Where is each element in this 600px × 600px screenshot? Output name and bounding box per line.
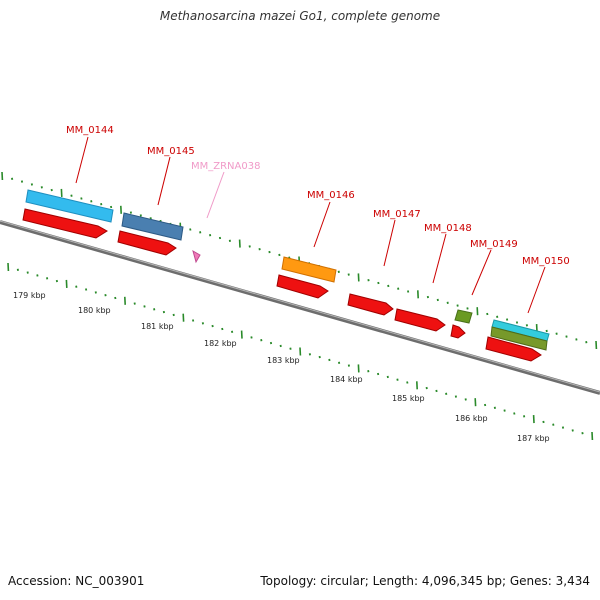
- callout-mm0149: [471, 249, 492, 296]
- feature-block-mm0144[interactable]: [25, 189, 114, 223]
- gene-label-mm0145[interactable]: MM_0145: [147, 146, 195, 157]
- accession-text: Accession: NC_003901: [8, 574, 145, 588]
- callout-mm0150: [527, 266, 546, 314]
- kbp-label-183: 183 kbp: [267, 356, 300, 365]
- cds-track: [22, 208, 542, 362]
- upper-tick-row: [1, 171, 598, 350]
- kbp-labels: 179 kbp 180 kbp 181 kbp 182 kbp 183 kbp …: [13, 291, 550, 443]
- genome-backbone-highlight: [0, 220, 600, 393]
- cds-arrow-mm0149[interactable]: [450, 324, 466, 339]
- topology-text: Topology: circular; Length: 4,096,345 bp…: [260, 574, 590, 588]
- callout-mm0144: [75, 136, 89, 184]
- kbp-label-179: 179 kbp: [13, 291, 46, 300]
- cds-arrow-mm0148[interactable]: [394, 308, 446, 332]
- gene-label-mm0144[interactable]: MM_0144: [66, 125, 114, 136]
- genome-backbone: [0, 220, 600, 395]
- kbp-label-187: 187 kbp: [517, 434, 550, 443]
- kbp-label-186: 186 kbp: [455, 414, 488, 423]
- gene-label-mm0147[interactable]: MM_0147: [373, 209, 421, 220]
- gene-label-mm0146[interactable]: MM_0146: [307, 190, 355, 201]
- gene-labels: MM_0144 MM_0145 MM_ZRNA038 MM_0146 MM_01…: [66, 125, 570, 267]
- feature-block-mm0150-olive[interactable]: [490, 326, 548, 351]
- gene-label-mm-zrna038[interactable]: MM_ZRNA038: [191, 161, 260, 172]
- cds-arrow-mm0144[interactable]: [22, 208, 108, 239]
- feature-track: [25, 189, 550, 351]
- callout-mm0147: [383, 219, 396, 267]
- feature-block-mm0145[interactable]: [121, 212, 184, 241]
- map-title: Methanosarcina mazei Go1, complete genom…: [159, 9, 441, 23]
- callout-mm0148: [432, 233, 447, 284]
- kbp-label-180: 180 kbp: [78, 306, 111, 315]
- feature-block-mm0146[interactable]: [281, 256, 337, 283]
- callout-mm-zrna038: [206, 171, 225, 219]
- gene-label-mm0149[interactable]: MM_0149: [470, 239, 518, 250]
- callout-lines: [75, 136, 546, 314]
- cds-arrow-mm0147[interactable]: [347, 293, 394, 316]
- kbp-label-182: 182 kbp: [204, 339, 237, 348]
- cds-arrow-mm0150[interactable]: [485, 336, 542, 362]
- ncrna-arrow-mm-zrna038[interactable]: [192, 249, 201, 264]
- gene-label-mm0150[interactable]: MM_0150: [522, 256, 570, 267]
- kbp-label-185: 185 kbp: [392, 394, 425, 403]
- lower-tick-row: [7, 262, 594, 441]
- gene-label-mm0148[interactable]: MM_0148: [424, 223, 472, 234]
- kbp-label-181: 181 kbp: [141, 322, 174, 331]
- callout-mm0145: [157, 156, 171, 206]
- callout-mm0146: [313, 201, 331, 248]
- cds-arrow-mm0145[interactable]: [117, 230, 177, 256]
- kbp-label-184: 184 kbp: [330, 375, 363, 384]
- cds-arrow-mm0146[interactable]: [276, 274, 329, 299]
- feature-block-mm0149[interactable]: [454, 309, 473, 324]
